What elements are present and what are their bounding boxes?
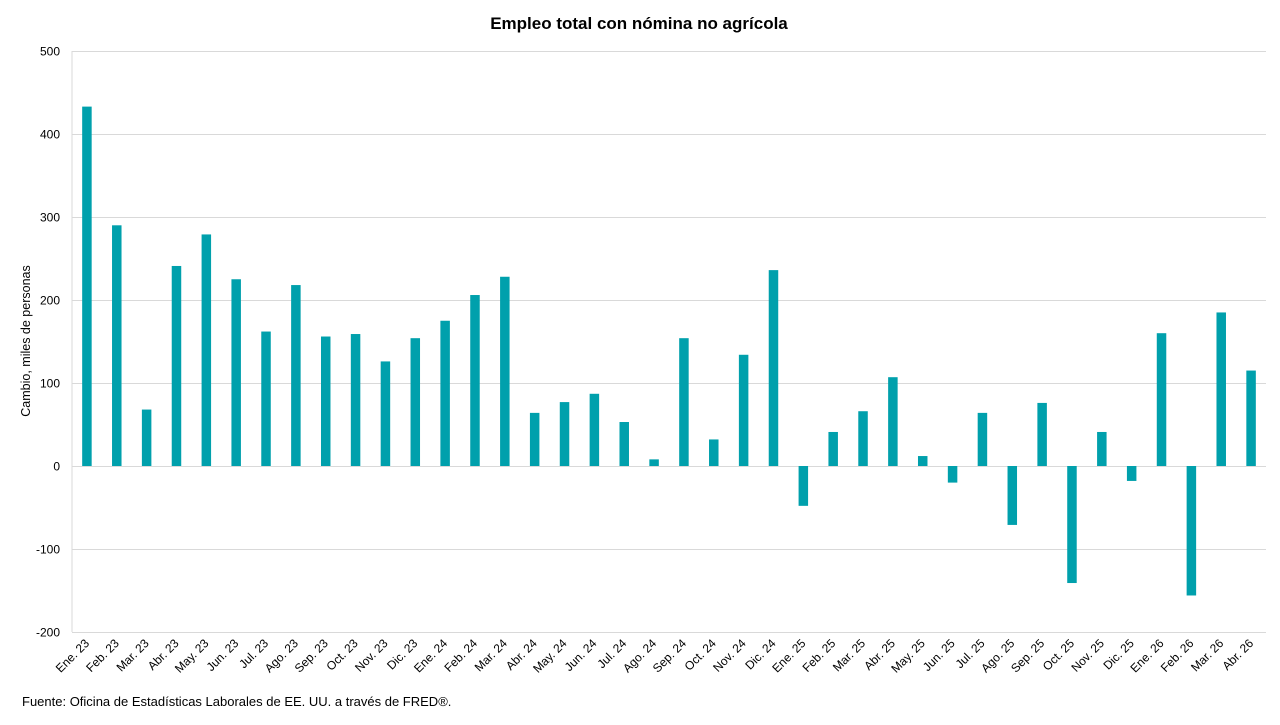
y-axis-ticks: -200 -100 0 100 200 300 400 500 [36,45,60,640]
bar [709,439,719,466]
bars [82,106,1256,596]
bar [649,459,659,466]
bar [1037,402,1047,466]
bar [828,431,838,466]
y-tick-label: 100 [40,377,60,391]
y-tick-label: 200 [40,294,60,308]
x-tick-label: Feb. 23 [83,636,122,675]
x-tick-label: Mar. 26 [1188,636,1226,674]
bar [261,331,271,466]
bar [380,361,391,466]
bar [410,338,421,466]
x-tick-label: Mar. 24 [472,636,510,674]
bar [559,402,570,466]
bar [1246,370,1256,466]
y-tick-label: -200 [36,626,60,640]
bar [171,265,182,466]
bar [619,422,629,466]
y-tick-label: 400 [40,128,60,142]
bar [350,334,361,466]
x-tick-label: Feb. 26 [1158,636,1197,675]
bar [231,279,241,466]
bar [141,409,152,466]
x-tick-label: Feb. 25 [800,636,839,675]
bar [589,393,600,466]
bar [1186,466,1197,596]
x-tick-label: Jun. 23 [204,636,242,674]
bar [1216,312,1226,466]
bar [500,276,510,466]
bar [440,320,450,466]
x-tick-label: Nov. 24 [710,636,749,675]
y-tick-label: 300 [40,211,60,225]
bar [768,270,779,466]
bar [1067,466,1077,584]
bar [320,336,331,466]
x-tick-label: May. 23 [172,636,212,676]
source-note: Fuente: Oficina de Estadísticas Laborale… [22,694,452,709]
x-tick-label: Jun. 24 [562,636,600,674]
bar [529,412,540,466]
x-tick-label: Sep. 23 [292,636,331,675]
x-tick-label: Nov. 25 [1068,636,1107,675]
x-tick-label: Mar. 25 [830,636,868,674]
x-tick-label: Feb. 24 [441,636,480,675]
bar [1156,333,1167,466]
bar [798,466,809,506]
bar [947,466,958,483]
bar [1126,466,1137,481]
bar [917,456,928,466]
x-tick-label: Sep. 24 [650,636,689,675]
y-axis-label: Cambio, miles de personas [19,265,33,416]
bar [291,285,301,466]
chart-title: Empleo total con nómina no agrícola [490,14,788,33]
bar [738,354,749,466]
y-tick-label: 0 [53,460,60,474]
bar [1097,431,1107,466]
bar [977,412,988,466]
bar [82,106,92,467]
x-tick-label: Abr. 26 [1219,636,1256,673]
bar [858,411,868,466]
x-tick-label: Sep. 25 [1008,636,1047,675]
x-tick-label: May. 25 [888,636,928,676]
bar [470,295,480,466]
bar [1007,466,1018,525]
bar [201,234,212,466]
x-tick-label: May. 24 [530,636,570,676]
bar [112,225,122,466]
x-tick-label: Nov. 23 [352,636,391,675]
y-tick-label: 500 [40,45,60,59]
y-tick-label: -100 [36,543,60,557]
x-tick-label: Mar. 23 [114,636,152,674]
gridlines [71,51,1266,633]
bar [679,338,689,466]
bar [888,377,898,466]
x-tick-label: Jun. 25 [920,636,958,674]
